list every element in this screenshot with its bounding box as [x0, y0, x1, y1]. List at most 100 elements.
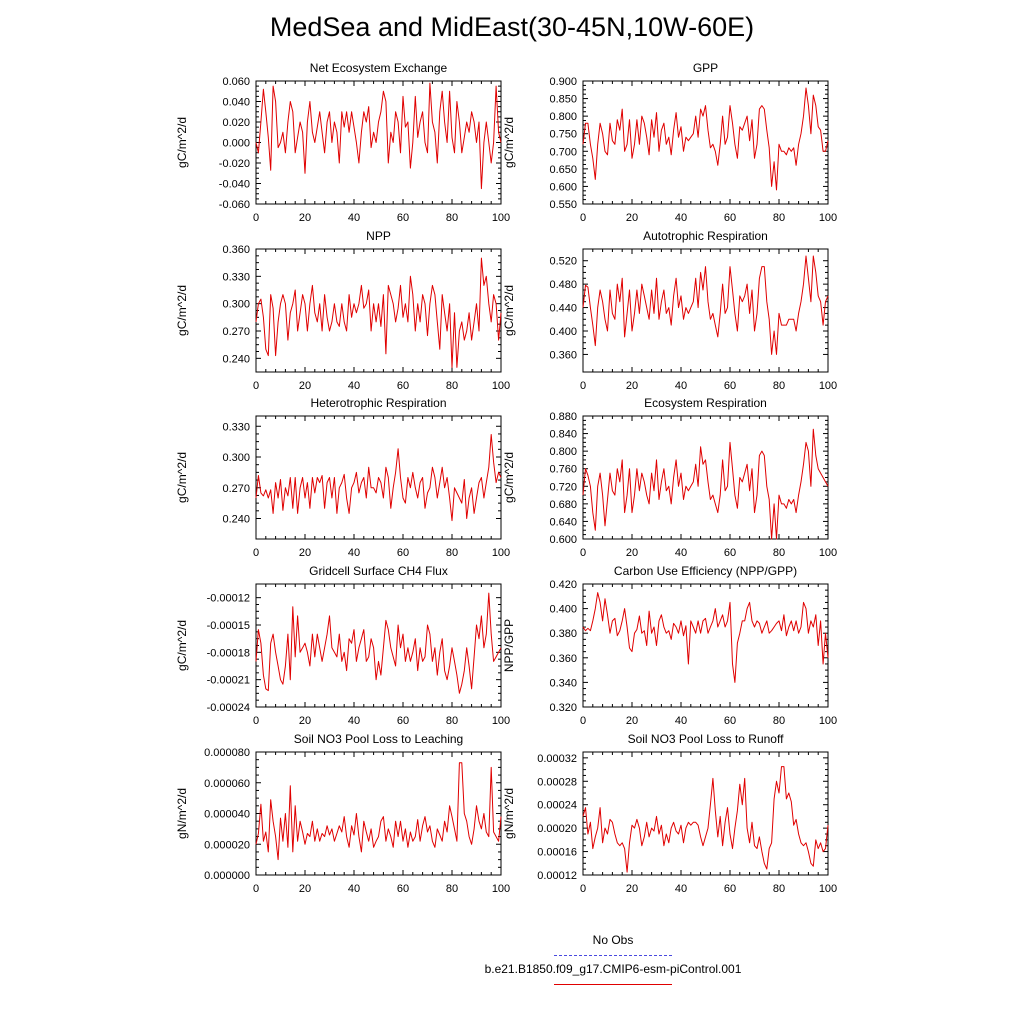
panel-title: Soil NO3 Pool Loss to Runoff: [628, 732, 785, 746]
legend-obs-label: No Obs: [592, 933, 634, 947]
y-tick-label: 0.320: [549, 702, 577, 714]
y-tick-label: 0.800: [549, 446, 577, 458]
legend-run-swatch: [554, 984, 672, 985]
y-tick-label: 0.360: [222, 244, 250, 256]
chart-panel: Soil NO3 Pool Loss to Leaching gN/m^2/d 0 2…: [175, 732, 510, 895]
x-tick-label: 80: [773, 715, 785, 727]
x-tick-label: 60: [724, 380, 736, 392]
panel-title: Carbon Use Efficiency (NPP/GPP): [614, 564, 797, 578]
y-axis-label: gC/m^2/d: [175, 620, 189, 671]
chart-panel: Gridcell Surface CH4 Flux gC/m^2/d 0 20 40 60…: [175, 564, 510, 727]
x-tick-label: 0: [580, 212, 586, 224]
y-tick-label: 0.420: [549, 579, 577, 591]
y-axis-label: gC/m^2/d: [502, 117, 516, 168]
x-tick-label: 60: [397, 715, 409, 727]
x-tick-label: 20: [299, 380, 311, 392]
x-tick-label: 0: [580, 715, 586, 727]
x-tick-label: 80: [773, 883, 785, 895]
y-axis-label: gC/m^2/d: [502, 285, 516, 336]
panel-title: Soil NO3 Pool Loss to Leaching: [294, 732, 463, 746]
y-tick-label: 0.680: [549, 499, 577, 511]
y-tick-label: 0.00024: [537, 800, 577, 812]
y-tick-label: 0.00028: [537, 776, 577, 788]
x-tick-label: 20: [626, 715, 638, 727]
x-tick-label: 80: [446, 547, 458, 559]
x-tick-label: 40: [675, 883, 687, 895]
x-tick-label: 100: [492, 380, 510, 392]
series-line: [255, 434, 502, 522]
x-tick-label: 20: [299, 883, 311, 895]
y-tick-label: 0.400: [549, 604, 577, 616]
chart-panel: Net Ecosystem Exchange gC/m^2/d 0 20 40 60 80 1…: [175, 61, 510, 224]
x-tick-label: 40: [675, 212, 687, 224]
chart-panel: GPP gC/m^2/d 0 20 40 60 80 100 0.550 0.600 0.650 0.…: [502, 61, 837, 224]
y-tick-label: 0.300: [222, 299, 250, 311]
chart-panel: Carbon Use Efficiency (NPP/GPP) NPP/GPP 0 2…: [502, 564, 837, 727]
x-tick-label: 0: [580, 883, 586, 895]
panel-title: Net Ecosystem Exchange: [310, 61, 448, 75]
x-tick-label: 80: [773, 380, 785, 392]
plot-frame: [582, 248, 829, 373]
panel-title: NPP: [366, 229, 391, 243]
y-tick-label: 0.00016: [537, 847, 577, 859]
x-tick-label: 60: [724, 883, 736, 895]
y-axis-label: gC/m^2/d: [502, 452, 516, 503]
x-tick-label: 100: [492, 547, 510, 559]
chart-panel: Soil NO3 Pool Loss to Runoff gN/m^2/d 0 20 4…: [502, 732, 837, 895]
series-line: [255, 257, 502, 368]
x-tick-label: 100: [492, 715, 510, 727]
y-axis-label: NPP/GPP: [502, 619, 516, 672]
x-tick-label: 80: [446, 715, 458, 727]
x-tick-label: 0: [253, 715, 259, 727]
y-tick-label: 0.060: [222, 76, 250, 88]
plot-frame: [255, 80, 502, 205]
x-tick-label: 80: [773, 212, 785, 224]
y-tick-label: 0.340: [549, 677, 577, 689]
y-tick-label: 0.650: [549, 164, 577, 176]
plot-frame: [582, 415, 829, 540]
series-line: [255, 762, 502, 861]
y-tick-label: 0.270: [222, 326, 250, 338]
y-tick-label: 0.000040: [204, 809, 250, 821]
series-line: [582, 592, 829, 683]
series-line: [582, 766, 829, 873]
legend-obs-swatch: [554, 955, 672, 956]
x-tick-label: 0: [253, 883, 259, 895]
plot-frame: [582, 80, 829, 205]
x-tick-label: 40: [348, 715, 360, 727]
panel-title: Ecosystem Respiration: [644, 396, 767, 410]
y-tick-label: 0.900: [549, 76, 577, 88]
x-tick-label: 40: [675, 547, 687, 559]
y-tick-label: 0.270: [222, 483, 250, 495]
y-tick-label: 0.300: [222, 452, 250, 464]
y-tick-label: -0.040: [219, 179, 250, 191]
x-tick-label: 0: [580, 380, 586, 392]
plot-frame: [255, 248, 502, 373]
x-tick-label: 20: [299, 547, 311, 559]
y-tick-label: 0.840: [549, 429, 577, 441]
page-title: MedSea and MidEast(30-45N,10W-60E): [269, 12, 755, 42]
y-tick-label: -0.020: [219, 158, 250, 170]
y-axis-label: gN/m^2/d: [502, 788, 516, 839]
y-tick-label: 0.880: [549, 411, 577, 423]
y-axis-label: gC/m^2/d: [175, 117, 189, 168]
x-tick-label: 60: [724, 715, 736, 727]
x-tick-label: 40: [348, 212, 360, 224]
x-tick-label: 60: [397, 547, 409, 559]
y-tick-label: -0.00012: [207, 593, 250, 605]
chart-panel: Ecosystem Respiration gC/m^2/d 0 20 40 60 80 10…: [502, 396, 837, 559]
y-tick-label: 0.000000: [204, 870, 250, 882]
x-tick-label: 100: [492, 212, 510, 224]
y-axis-label: gC/m^2/d: [175, 452, 189, 503]
y-tick-label: 0.330: [222, 421, 250, 433]
x-tick-label: 80: [446, 883, 458, 895]
y-tick-label: 0.000060: [204, 778, 250, 790]
y-tick-label: 0.400: [549, 326, 577, 338]
x-tick-label: 40: [348, 380, 360, 392]
series-line: [582, 87, 829, 191]
y-tick-label: 0.000020: [204, 839, 250, 851]
x-tick-label: 0: [253, 212, 259, 224]
x-tick-label: 100: [819, 212, 837, 224]
chart-panel: Heterotrophic Respiration gC/m^2/d 0 20 40 60…: [175, 396, 510, 559]
y-tick-label: 0.600: [549, 181, 577, 193]
